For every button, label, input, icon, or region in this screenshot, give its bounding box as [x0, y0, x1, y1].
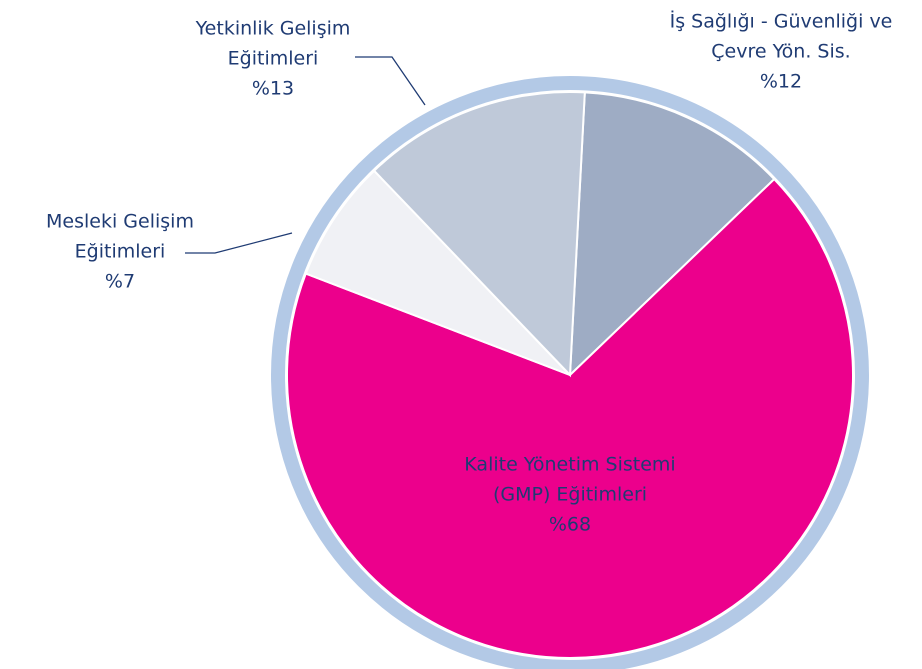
- slice-label: Eğitimleri: [75, 241, 166, 263]
- value-label: %13: [252, 78, 294, 100]
- pie-slice: [304, 169, 571, 376]
- slice-label: (GMP) Eğitimleri: [493, 484, 647, 506]
- slice-label: Kalite Yönetim Sistemi: [464, 454, 675, 476]
- slice-label: İş Sağlığı - Güvenliği ve: [670, 10, 893, 33]
- pie-ring: [271, 76, 869, 669]
- slice-label: Çevre Yön. Sis.: [711, 41, 850, 63]
- slice-label: Eğitimleri: [228, 48, 319, 70]
- value-label: %12: [760, 71, 802, 93]
- slice-label: Yetkinlik Gelişim: [195, 18, 351, 40]
- pie-slice: [286, 177, 854, 659]
- leader-line: [355, 56, 426, 106]
- pie-slice: [568, 91, 776, 378]
- pie-slice: [372, 91, 586, 378]
- slice-label: Mesleki Gelişim: [46, 211, 194, 233]
- value-label: %7: [105, 271, 135, 293]
- value-label: %68: [549, 514, 591, 536]
- leader-line: [185, 232, 293, 254]
